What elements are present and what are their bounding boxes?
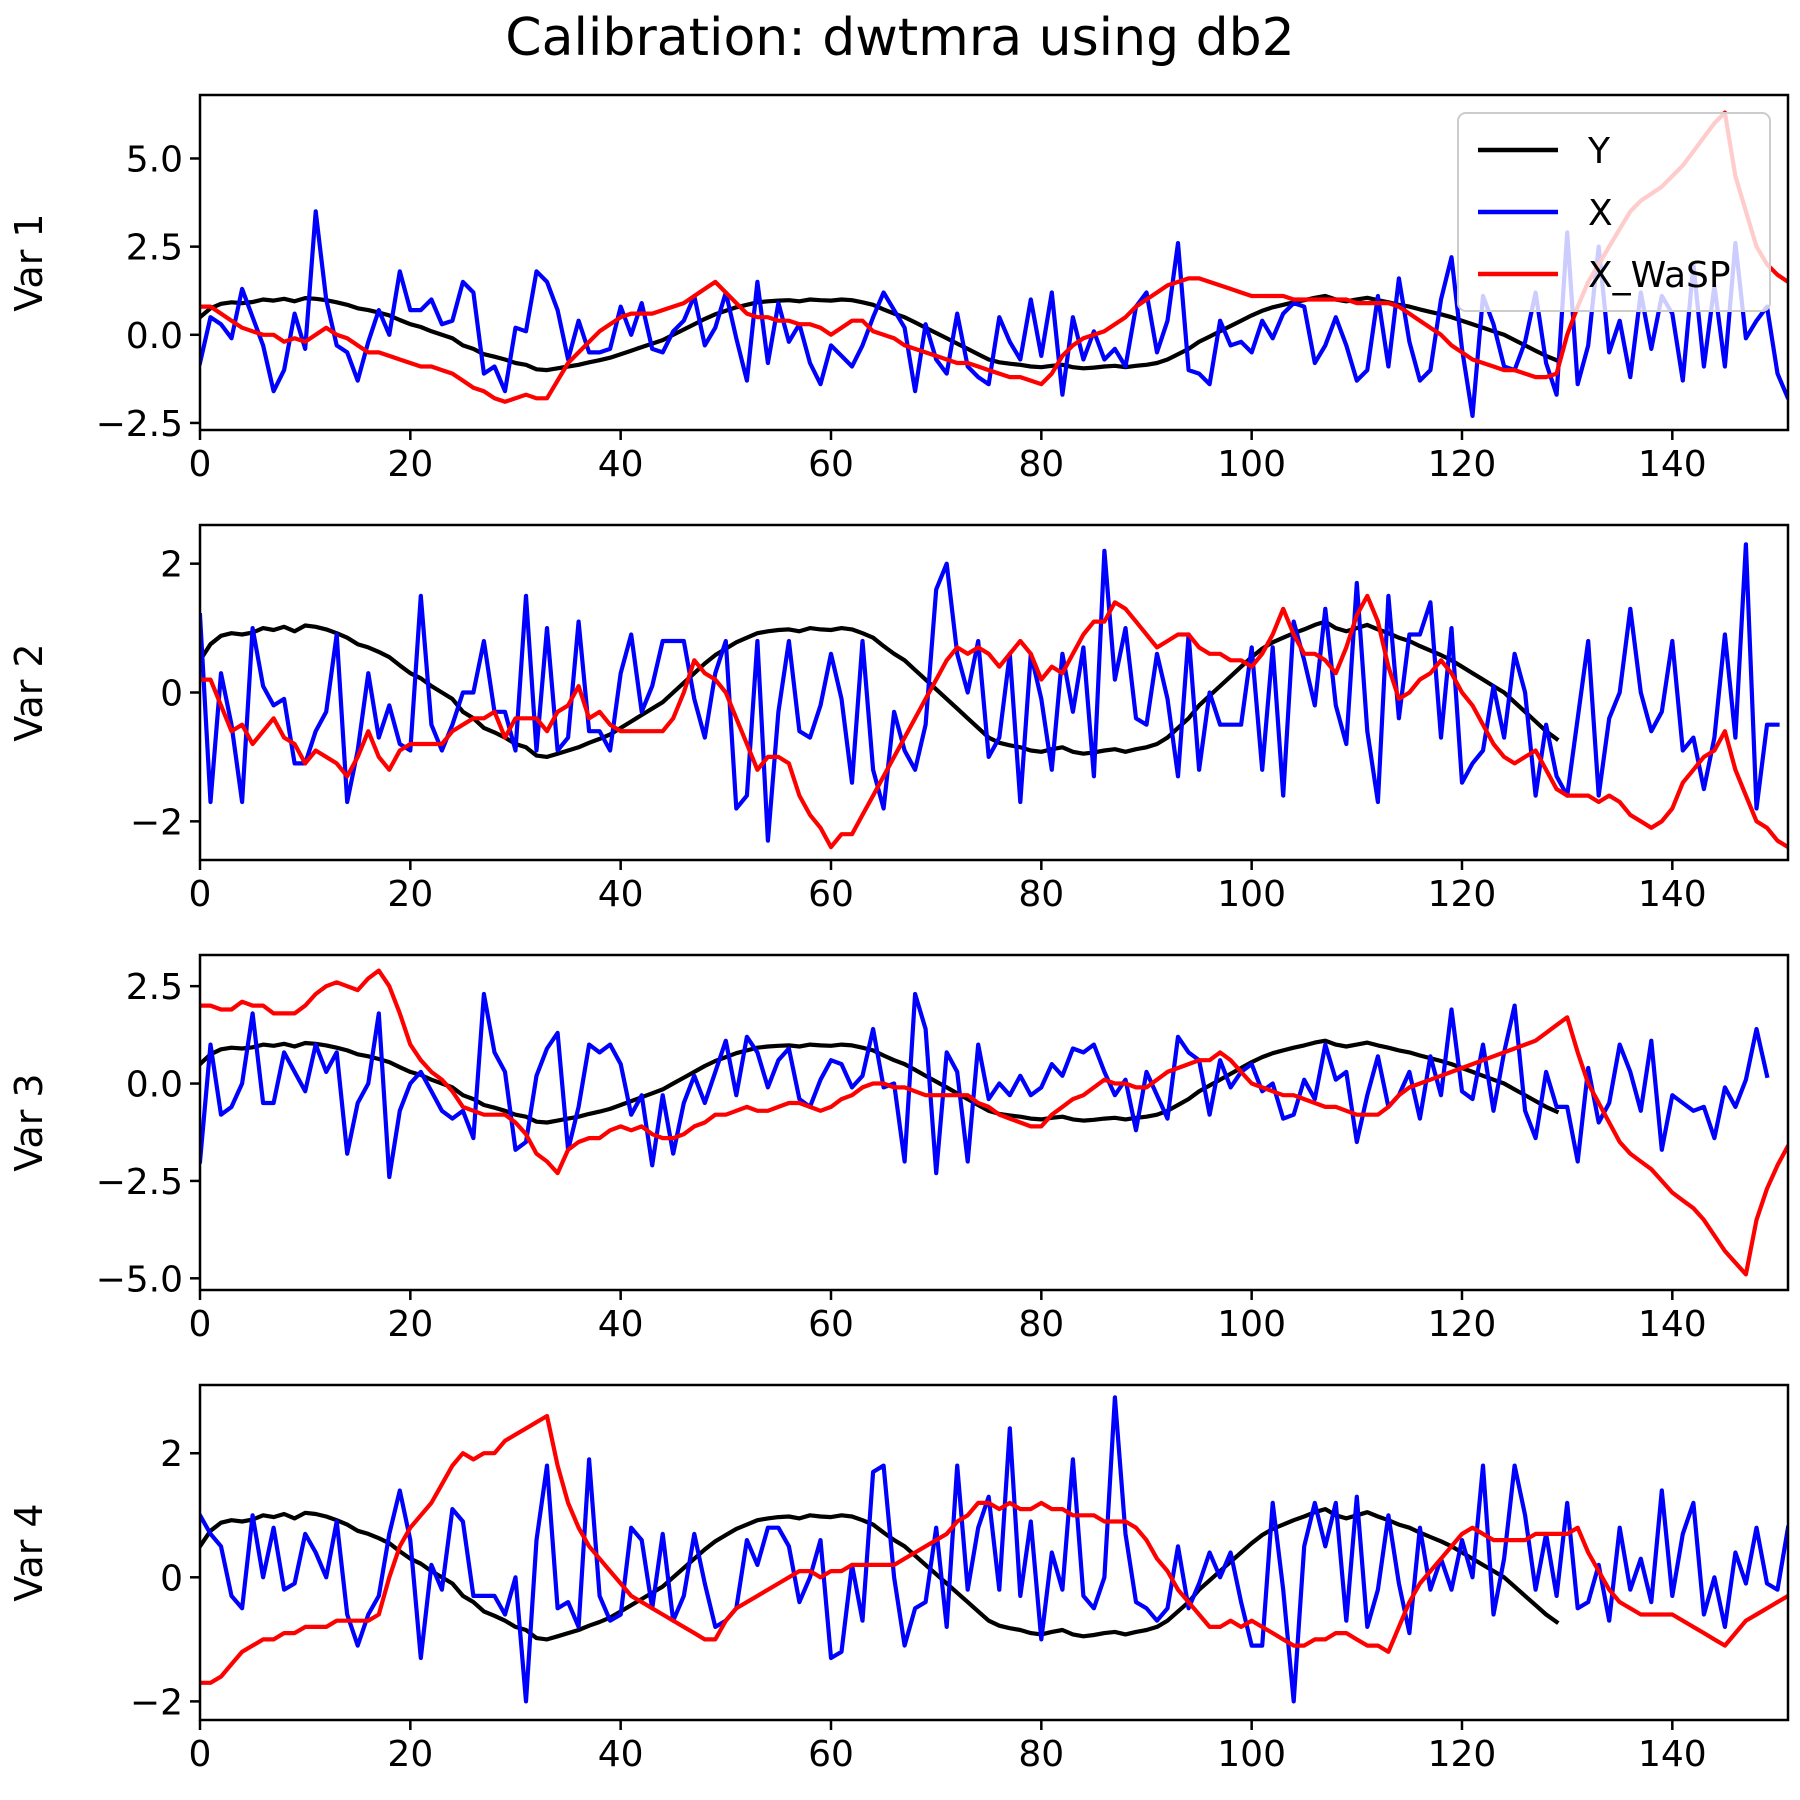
series-line-x-wasp — [200, 593, 1788, 850]
y-tick-label: −5.0 — [96, 1259, 183, 1300]
x-tick-label: 0 — [189, 1304, 212, 1345]
x-tick-label: 120 — [1428, 1304, 1497, 1345]
x-tick-label: 40 — [598, 444, 644, 485]
x-tick-label: 100 — [1217, 444, 1286, 485]
x-tick-label: 20 — [387, 444, 433, 485]
y-tick-label: 2.5 — [126, 967, 183, 1008]
plot-frame — [198, 1383, 1790, 1722]
x-tick-label: 60 — [808, 874, 854, 915]
x-tick-label: 100 — [1217, 1304, 1286, 1345]
y-tick-label: 5.0 — [126, 139, 183, 180]
x-tick-label: 20 — [387, 1734, 433, 1775]
legend-label: Y — [1587, 131, 1611, 172]
legend-label: X — [1588, 193, 1613, 234]
x-tick-label: 60 — [808, 444, 854, 485]
y-tick-label: −2.5 — [96, 1162, 183, 1203]
y-axis-label: Var 3 — [7, 1073, 51, 1171]
y-tick-label: 2.5 — [126, 228, 183, 269]
x-tick-label: 140 — [1638, 1304, 1707, 1345]
legend: YX X_WaSP — [1457, 112, 1771, 312]
y-tick-label: 0 — [160, 674, 183, 715]
x-tick-label: 80 — [1018, 874, 1064, 915]
y-axis-label: Var 4 — [7, 1503, 51, 1601]
series-line-x — [200, 542, 1780, 843]
x-tick-label: 80 — [1018, 444, 1064, 485]
x-tick-label: 20 — [387, 1304, 433, 1345]
x-tick-label: 0 — [189, 1734, 212, 1775]
x-tick-label: 140 — [1638, 1734, 1707, 1775]
series-line-x-wasp — [200, 968, 1788, 1277]
x-tick-label: 0 — [189, 874, 212, 915]
plot-frame — [198, 93, 1790, 432]
x-tick-label: 0 — [189, 444, 212, 485]
series-line-x-wasp — [200, 110, 1788, 404]
x-tick-label: 100 — [1217, 874, 1286, 915]
x-tick-label: 40 — [598, 1304, 644, 1345]
y-tick-label: −2.5 — [96, 404, 183, 445]
y-tick-label: 0.0 — [126, 316, 183, 357]
x-tick-label: 140 — [1638, 874, 1707, 915]
y-axis-label: Var 2 — [7, 643, 51, 741]
x-tick-label: 40 — [598, 1734, 644, 1775]
y-tick-label: 2 — [160, 1434, 183, 1475]
y-tick-label: 2 — [160, 545, 183, 586]
y-tick-label: −2 — [130, 802, 183, 843]
series-line-x-wasp — [200, 1413, 1788, 1685]
series-line-y — [200, 1506, 1560, 1642]
y-tick-label: 0 — [160, 1558, 183, 1599]
x-tick-label: 100 — [1217, 1734, 1286, 1775]
x-tick-label: 120 — [1428, 444, 1497, 485]
x-tick-label: 80 — [1018, 1304, 1064, 1345]
subplot-3: 0 20 40 60 80 100 120 140 −5.0 −2.5 0.0 2.5 Var 3 — [7, 953, 1790, 1345]
series-line-x — [200, 1395, 1788, 1704]
x-tick-label: 40 — [598, 874, 644, 915]
x-tick-label: 120 — [1428, 1734, 1497, 1775]
plot-frame — [198, 953, 1790, 1292]
x-tick-label: 120 — [1428, 874, 1497, 915]
y-axis-label: Var 1 — [7, 213, 51, 311]
y-tick-label: 0.0 — [126, 1065, 183, 1106]
y-tick-label: −2 — [130, 1682, 183, 1723]
legend-box — [1457, 112, 1771, 312]
x-tick-label: 20 — [387, 874, 433, 915]
x-tick-label: 80 — [1018, 1734, 1064, 1775]
subplot-1: 0 20 40 60 80 100 120 140 −2.5 0.0 2.5 5.0 Var 1 — [7, 93, 1790, 485]
x-tick-label: 60 — [808, 1304, 854, 1345]
legend-label: X_WaSP — [1588, 255, 1731, 296]
figure-title: Calibration: dwtmra using db2 — [505, 8, 1295, 68]
x-tick-label: 140 — [1638, 444, 1707, 485]
x-tick-label: 60 — [808, 1734, 854, 1775]
series-line-x — [200, 991, 1770, 1180]
